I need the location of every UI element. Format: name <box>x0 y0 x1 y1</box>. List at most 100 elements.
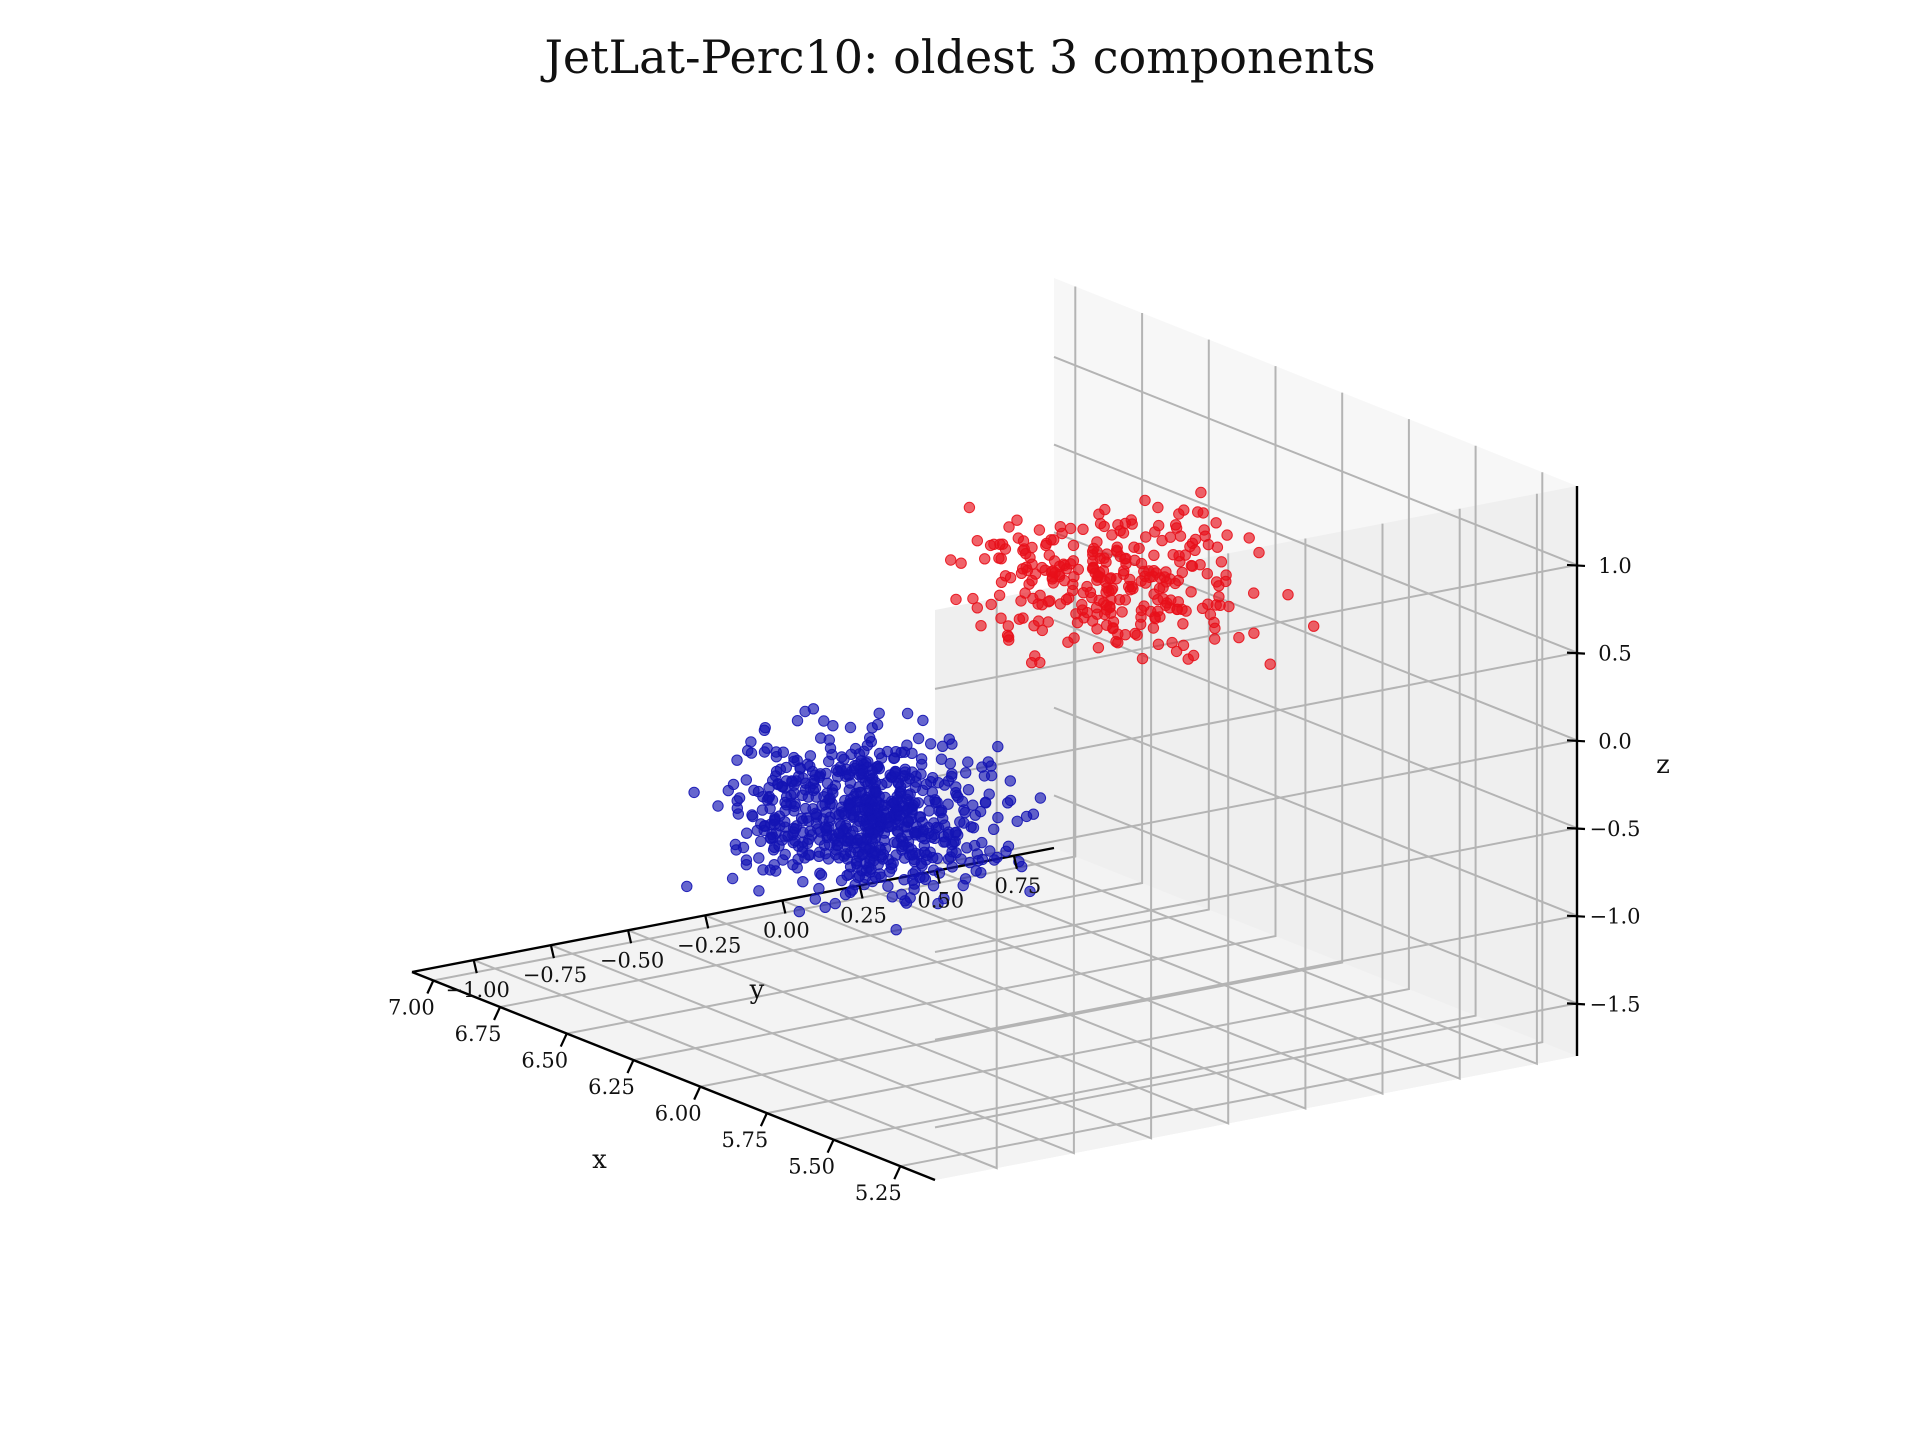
tick-label-y: 0.75 <box>994 874 1041 898</box>
data-point <box>845 835 857 847</box>
data-point <box>895 888 908 900</box>
data-point <box>1087 562 1100 574</box>
data-point <box>916 758 928 771</box>
grid-line-y <box>550 583 1075 1155</box>
data-point <box>746 809 758 821</box>
data-point <box>788 779 800 791</box>
data-point <box>838 753 850 765</box>
data-point <box>967 822 980 834</box>
data-point <box>819 901 831 913</box>
data-point <box>983 788 995 800</box>
data-point <box>991 851 1003 864</box>
data-point <box>1220 569 1232 581</box>
data-point <box>818 715 830 727</box>
data-point <box>1148 565 1160 577</box>
data-point <box>780 799 793 811</box>
data-point <box>1138 565 1150 578</box>
data-points <box>681 486 1320 936</box>
data-point <box>810 811 823 823</box>
data-point <box>897 800 909 812</box>
data-point <box>851 795 863 808</box>
data-point <box>1129 554 1141 566</box>
series-1 <box>681 703 1047 936</box>
data-point <box>877 848 890 861</box>
data-point <box>1033 524 1046 536</box>
data-point <box>726 872 739 885</box>
data-point <box>1213 580 1225 592</box>
data-point <box>1174 556 1186 568</box>
tick-z <box>1566 826 1586 831</box>
data-point <box>1099 575 1111 588</box>
data-point <box>881 777 893 789</box>
data-point <box>945 554 957 566</box>
data-point <box>765 833 777 845</box>
tick-label-y: −0.75 <box>523 963 587 987</box>
grid-line-y <box>782 538 1307 1110</box>
tick-x <box>693 1086 702 1101</box>
data-point <box>984 539 997 552</box>
data-point <box>740 859 753 871</box>
data-point <box>745 747 758 759</box>
data-point <box>813 882 825 895</box>
axis-label-y: y <box>749 975 765 1005</box>
tick-z <box>1566 739 1586 743</box>
data-point <box>1101 619 1113 631</box>
data-point <box>722 784 734 797</box>
data-point <box>1136 652 1149 665</box>
data-point <box>768 818 781 831</box>
data-point <box>1060 593 1073 606</box>
data-point <box>1098 520 1110 533</box>
data-point <box>995 612 1007 624</box>
data-point <box>1004 794 1017 807</box>
data-point <box>1195 486 1207 499</box>
data-point <box>1204 608 1217 621</box>
data-point <box>1000 845 1012 857</box>
data-point <box>740 774 752 786</box>
data-point <box>1067 555 1080 567</box>
data-point <box>1119 629 1132 641</box>
data-point <box>942 853 955 865</box>
tick-label-x: 5.75 <box>722 1128 769 1152</box>
data-point <box>894 810 907 822</box>
data-point <box>823 755 835 768</box>
tick-z <box>1566 1002 1586 1006</box>
data-point <box>1017 612 1029 624</box>
data-point <box>992 811 1004 824</box>
tick-y <box>704 915 710 929</box>
data-point <box>813 850 825 862</box>
tick-label-x: 6.25 <box>588 1075 635 1099</box>
data-point <box>1048 534 1060 546</box>
data-point <box>904 788 916 800</box>
data-point <box>892 826 904 838</box>
data-point <box>1138 600 1150 612</box>
data-point <box>788 805 800 817</box>
data-point <box>1091 623 1103 635</box>
tick-marks: 5.25 5.50 5.75 6.00 6.25 6.50 6.75 7.00 −1.00 −0.… <box>388 554 1641 1205</box>
data-point <box>791 862 803 874</box>
data-point <box>779 816 791 828</box>
data-point <box>1068 632 1080 644</box>
data-point <box>814 867 826 879</box>
data-point <box>1192 506 1204 518</box>
tick-x <box>626 1059 635 1074</box>
data-point <box>820 767 832 780</box>
data-point <box>902 829 914 841</box>
data-point <box>988 823 1000 835</box>
tick-label-z: −0.5 <box>1590 817 1641 841</box>
data-point <box>789 823 802 835</box>
data-point <box>757 791 769 803</box>
data-point <box>1185 586 1197 598</box>
data-point <box>935 753 948 765</box>
data-point <box>882 880 894 892</box>
data-point <box>895 746 907 759</box>
data-point <box>864 732 876 744</box>
grid-line-x <box>433 286 1077 982</box>
data-point <box>809 893 821 905</box>
data-point <box>1253 546 1265 559</box>
data-point <box>795 812 808 824</box>
data-point <box>1170 519 1182 531</box>
tick-label-y: −0.25 <box>677 933 741 957</box>
data-point <box>942 775 955 787</box>
data-point <box>962 784 975 796</box>
data-point <box>776 834 788 846</box>
